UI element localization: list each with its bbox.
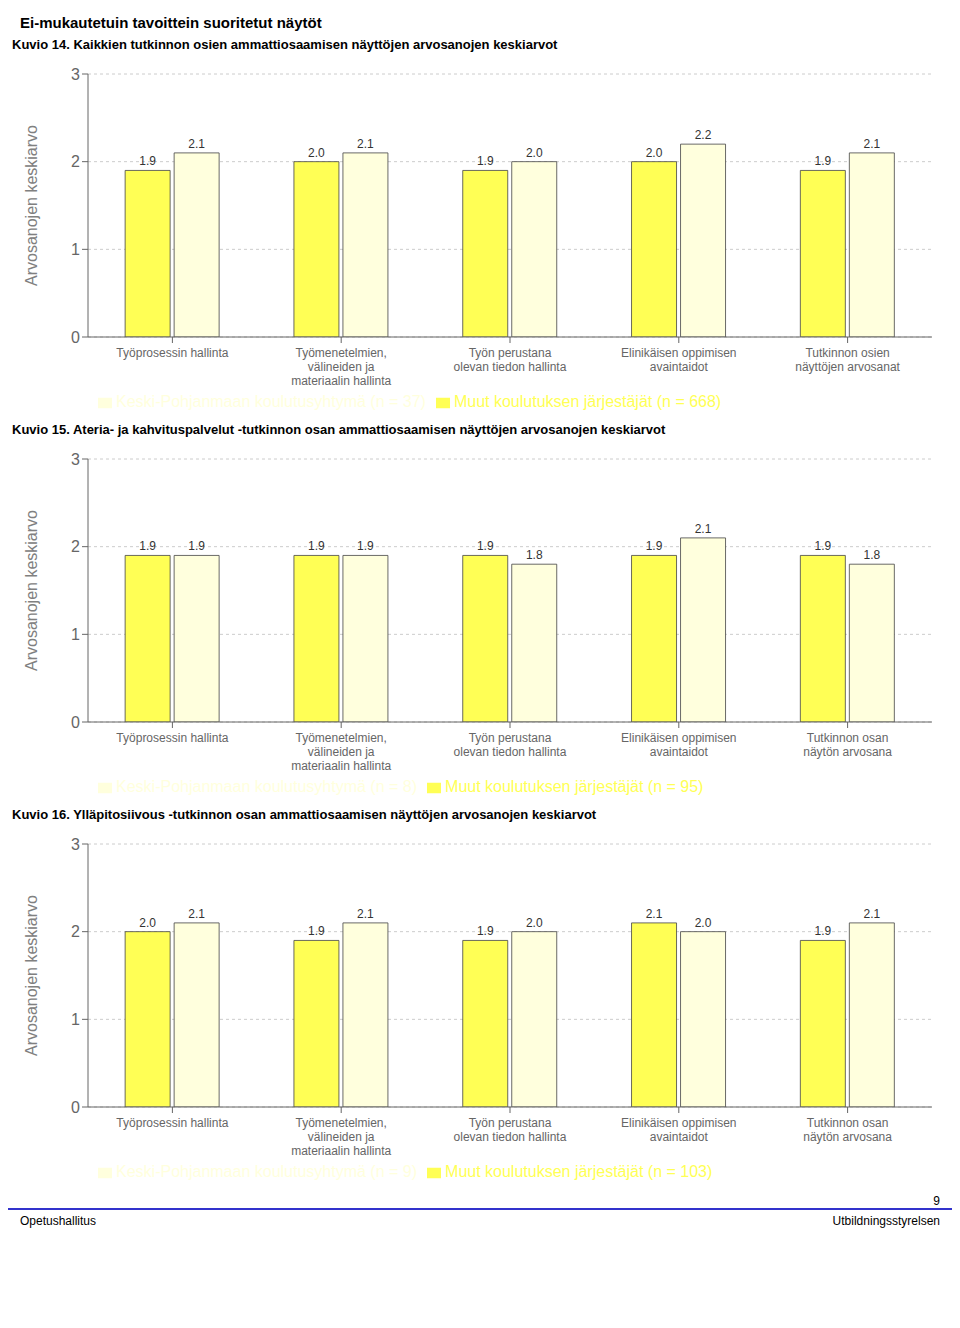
html-text:Keski-Pohjanmaan koulutusyhtym: Keski-Pohjanmaan koulutusyhtymä (n = 9) [116, 1163, 417, 1180]
svg-text:2.0: 2.0 [695, 916, 712, 930]
svg-text:1.9: 1.9 [308, 539, 325, 553]
svg-text:1.9: 1.9 [646, 539, 663, 553]
svg-text:2.1: 2.1 [695, 522, 712, 536]
svg-text:0: 0 [71, 1099, 80, 1116]
svg-text:1.9: 1.9 [477, 154, 494, 168]
svg-text:1: 1 [71, 626, 80, 643]
svg-text:3: 3 [71, 66, 80, 83]
svg-text:3: 3 [71, 451, 80, 468]
svg-text:Työn perustanaolevan tiedon ha: Työn perustanaolevan tiedon hallinta [454, 1116, 567, 1144]
svg-text:2: 2 [71, 153, 80, 170]
svg-text:1.9: 1.9 [139, 539, 156, 553]
svg-text:2.1: 2.1 [357, 137, 374, 151]
svg-text:Työmenetelmien,välineiden jama: Työmenetelmien,välineiden jamateriaalin … [291, 1116, 391, 1158]
svg-text:1.9: 1.9 [814, 539, 831, 553]
html-text:Muut koulutuksen järjestäjät (: Muut koulutuksen järjestäjät (n = 95) [445, 778, 704, 795]
svg-text:1.9: 1.9 [139, 154, 156, 168]
html-text:Utbildningsstyrelsen: Utbildningsstyrelsen [832, 1214, 940, 1228]
html-text:Keski-Pohjanmaan koulutusyhtym: Keski-Pohjanmaan koulutusyhtymä (n = 8) [116, 778, 417, 795]
html-text:Kuvio 16. Ylläpitosiivous -tut: Kuvio 16. Ylläpitosiivous -tutkinnon osa… [12, 807, 597, 822]
svg-text:1.9: 1.9 [814, 924, 831, 938]
svg-text:2.0: 2.0 [526, 146, 543, 160]
svg-text:2.1: 2.1 [357, 907, 374, 921]
svg-text:2.1: 2.1 [863, 137, 880, 151]
svg-text:2: 2 [71, 538, 80, 555]
svg-text:Työmenetelmien,välineiden jama: Työmenetelmien,välineiden jamateriaalin … [291, 346, 391, 388]
svg-text:1.8: 1.8 [863, 548, 880, 562]
svg-text:Arvosanojen keskiarvo: Arvosanojen keskiarvo [23, 125, 40, 286]
svg-text:Työprosessin hallinta: Työprosessin hallinta [116, 1116, 228, 1130]
svg-text:1: 1 [71, 1011, 80, 1028]
svg-text:2.1: 2.1 [188, 137, 205, 151]
html-text:Ei-mukautetuin tavoittein suor: Ei-mukautetuin tavoittein suoritetut näy… [20, 14, 322, 31]
svg-text:Elinikäisen oppimisenavaintaid: Elinikäisen oppimisenavaintaidot [621, 1116, 736, 1144]
html-text:Kuvio 15. Ateria- ja kahvitusp: Kuvio 15. Ateria- ja kahvituspalvelut -t… [12, 422, 666, 437]
svg-text:1.9: 1.9 [308, 924, 325, 938]
svg-text:Työprosessin hallinta: Työprosessin hallinta [116, 346, 228, 360]
svg-text:2.1: 2.1 [646, 907, 663, 921]
svg-text:3: 3 [71, 836, 80, 853]
svg-text:Elinikäisen oppimisenavaintaid: Elinikäisen oppimisenavaintaidot [621, 731, 736, 759]
html-text:Opetushallitus: Opetushallitus [20, 1214, 96, 1228]
html-text:Muut koulutuksen järjestäjät (: Muut koulutuksen järjestäjät (n = 103) [445, 1163, 713, 1180]
svg-text:2.0: 2.0 [308, 146, 325, 160]
svg-text:Työprosessin hallinta: Työprosessin hallinta [116, 731, 228, 745]
svg-text:2.0: 2.0 [139, 916, 156, 930]
html-text:Kuvio 14. Kaikkien tutkinnon o: Kuvio 14. Kaikkien tutkinnon osien ammat… [12, 37, 558, 52]
svg-text:1.8: 1.8 [526, 548, 543, 562]
svg-text:2.1: 2.1 [863, 907, 880, 921]
svg-text:1.9: 1.9 [188, 539, 205, 553]
svg-text:Työn perustanaolevan tiedon ha: Työn perustanaolevan tiedon hallinta [454, 346, 567, 374]
svg-text:1.9: 1.9 [814, 154, 831, 168]
svg-text:0: 0 [71, 329, 80, 346]
svg-text:2.2: 2.2 [695, 128, 712, 142]
svg-text:Tutkinnon osannäytön arvosana: Tutkinnon osannäytön arvosana [803, 731, 892, 759]
svg-text:Arvosanojen keskiarvo: Arvosanojen keskiarvo [23, 510, 40, 671]
svg-text:1.9: 1.9 [477, 924, 494, 938]
svg-text:Työn perustanaolevan tiedon ha: Työn perustanaolevan tiedon hallinta [454, 731, 567, 759]
svg-text:Elinikäisen oppimisenavaintaid: Elinikäisen oppimisenavaintaidot [621, 346, 736, 374]
svg-text:2.1: 2.1 [188, 907, 205, 921]
svg-text:Tutkinnon osiennäyttöjen arvos: Tutkinnon osiennäyttöjen arvosanat [795, 346, 900, 374]
svg-text:2: 2 [71, 923, 80, 940]
svg-text:0: 0 [71, 714, 80, 731]
html-text:9: 9 [933, 1194, 940, 1208]
svg-text:Arvosanojen keskiarvo: Arvosanojen keskiarvo [23, 895, 40, 1056]
svg-text:2.0: 2.0 [646, 146, 663, 160]
html-text:Muut koulutuksen järjestäjät (: Muut koulutuksen järjestäjät (n = 668) [453, 393, 722, 410]
svg-text:Työmenetelmien,välineiden jama: Työmenetelmien,välineiden jamateriaalin … [291, 731, 391, 773]
svg-text:Tutkinnon osannäytön arvosana: Tutkinnon osannäytön arvosana [803, 1116, 892, 1144]
svg-text:1.9: 1.9 [357, 539, 374, 553]
svg-text:1.9: 1.9 [477, 539, 494, 553]
html-text:Keski-Pohjanmaan koulutusyhtym: Keski-Pohjanmaan koulutusyhtymä (n = 37) [116, 393, 426, 410]
svg-text:2.0: 2.0 [526, 916, 543, 930]
svg-text:1: 1 [71, 241, 80, 258]
